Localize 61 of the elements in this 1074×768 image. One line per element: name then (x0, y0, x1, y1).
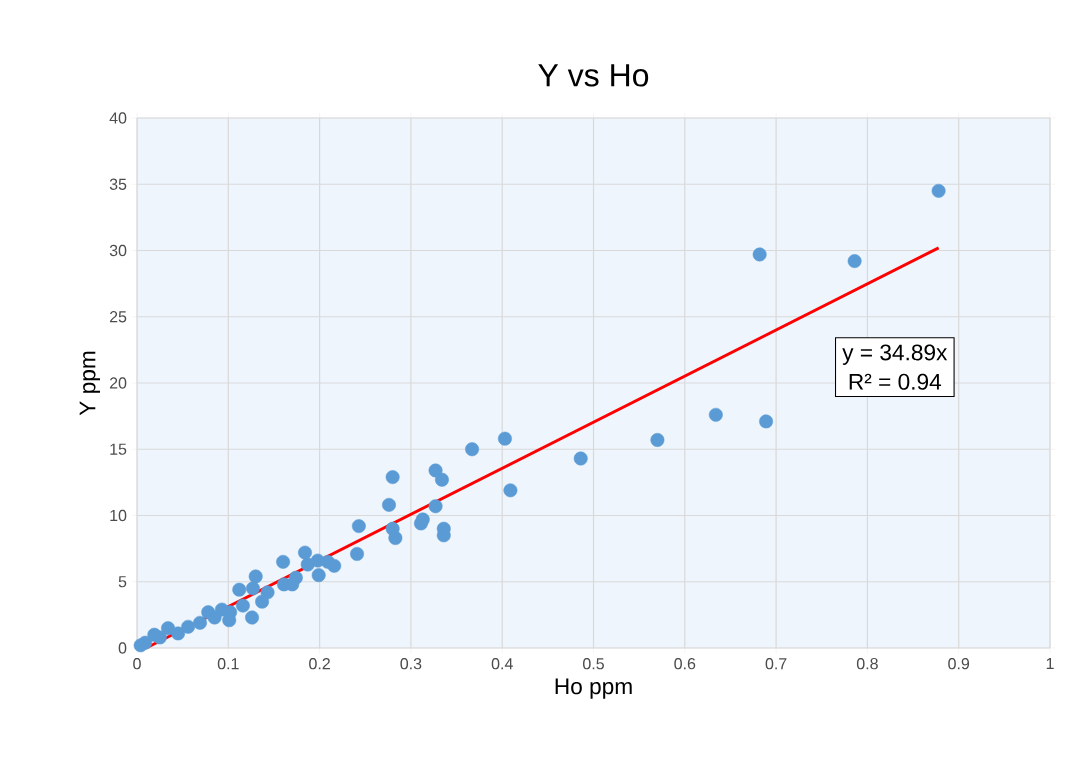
point (435, 472, 449, 487)
y-axis-title: Y ppm (79, 351, 101, 416)
annotation: R² = 0.94 (849, 373, 942, 390)
point (152, 630, 167, 645)
y-tick-label: 35 (109, 178, 127, 190)
x-tick-label: 1 (1046, 658, 1054, 670)
point (207, 610, 222, 625)
chart-title: Y vs Ho (538, 64, 649, 87)
point (171, 626, 186, 641)
point (931, 183, 946, 198)
point (260, 585, 275, 600)
y-tick-label: 40 (109, 112, 127, 124)
x-tick-label: 0.4 (491, 658, 513, 670)
point (573, 451, 588, 466)
point (133, 638, 148, 653)
point (759, 414, 773, 429)
point (246, 581, 260, 596)
point (388, 531, 403, 545)
point (181, 619, 196, 634)
y-tick-label: 30 (109, 244, 127, 257)
x-tick-label: 0.3 (400, 658, 422, 670)
y-tick-label: 0 (118, 642, 127, 654)
y-tick-label: 5 (118, 576, 127, 588)
point (428, 463, 443, 478)
point (311, 568, 326, 583)
point (385, 470, 400, 485)
x-tick-label: 0.7 (765, 658, 787, 670)
point (428, 499, 443, 514)
point (300, 557, 315, 572)
x-tick-label: 0 (133, 658, 141, 670)
x-tick-label: 0.5 (583, 658, 604, 670)
x-tick-label: 0.2 (309, 658, 330, 670)
y-tick-label: 10 (110, 509, 127, 522)
x-tick-label: 0.6 (674, 658, 696, 670)
point (351, 519, 366, 534)
y-tick-label: 25 (109, 311, 127, 323)
point (650, 433, 665, 447)
x-axis-title: Ho ppm (555, 678, 632, 699)
point (350, 546, 364, 561)
point (498, 431, 512, 446)
point (298, 545, 312, 560)
x-tick-label: 0.8 (856, 658, 878, 670)
x-tick-label: 0.1 (217, 658, 239, 670)
x-tick-label: 0.9 (948, 658, 970, 670)
point (276, 554, 291, 569)
point (752, 247, 767, 262)
point (288, 570, 303, 585)
y-tick-label: 15 (110, 443, 127, 455)
point (414, 516, 428, 531)
point (847, 254, 862, 269)
annotation: y = 34.89x (842, 344, 948, 365)
point (232, 582, 247, 597)
point (465, 442, 480, 457)
point (708, 407, 723, 422)
point (245, 610, 259, 625)
point (503, 483, 518, 498)
point (248, 569, 263, 584)
point (193, 615, 207, 630)
point (382, 497, 396, 512)
y-tick-label: 20 (109, 377, 127, 389)
point (235, 598, 250, 613)
